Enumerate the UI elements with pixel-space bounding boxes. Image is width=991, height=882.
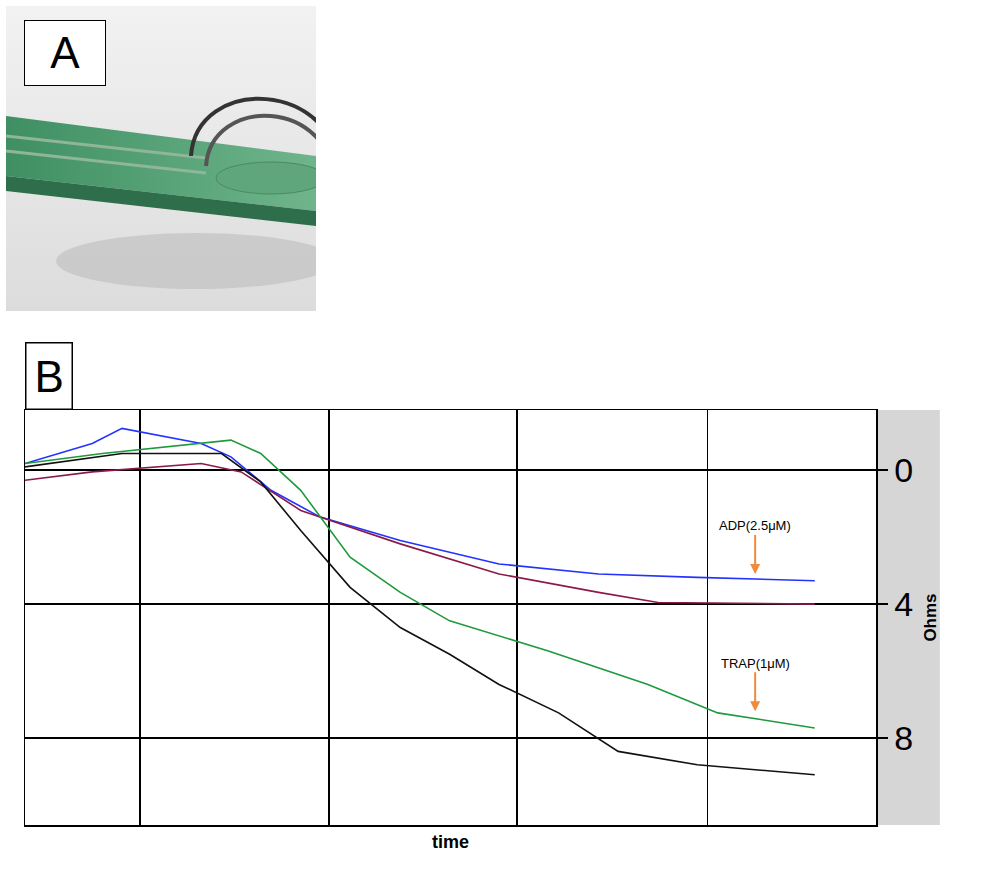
- svg-text:ADP(2.5μM): ADP(2.5μM): [719, 518, 791, 533]
- html-text:A: A: [50, 28, 80, 77]
- svg-text:time: time: [432, 832, 469, 852]
- svg-text:8: 8: [894, 719, 913, 757]
- svg-text:4: 4: [894, 585, 913, 623]
- svg-text:0: 0: [894, 451, 913, 489]
- svg-text:Ohms: Ohms: [921, 593, 940, 641]
- svg-text:TRAP(1μM): TRAP(1μM): [721, 656, 790, 671]
- svg-text:B: B: [35, 352, 64, 401]
